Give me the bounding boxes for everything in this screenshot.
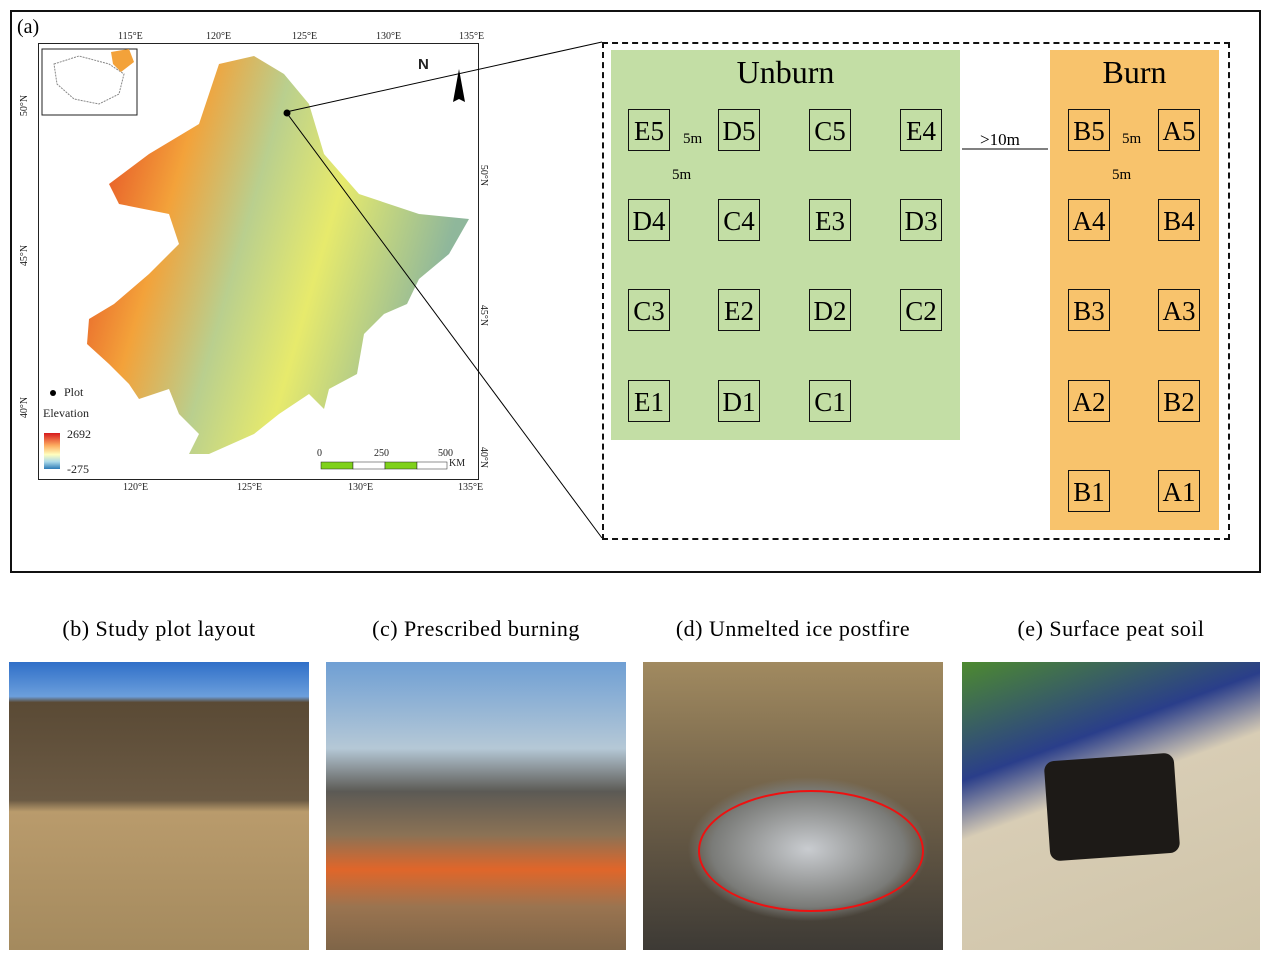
tick: 135°E xyxy=(459,31,485,42)
elevation-colorbar xyxy=(44,433,60,469)
tick: 120°E xyxy=(123,482,149,493)
photo-unmelted-ice xyxy=(643,662,943,950)
spacing-label: 5m xyxy=(672,167,692,183)
plot-cell: E3 xyxy=(809,199,851,241)
plot-cell: C2 xyxy=(900,289,942,331)
plot-cell: D4 xyxy=(628,199,670,241)
photo-peat-soil xyxy=(962,662,1260,950)
photo-study-plot xyxy=(9,662,309,950)
figure-frame xyxy=(10,10,1261,573)
north-label: N xyxy=(418,56,429,73)
spacing-label: 5m xyxy=(1122,131,1142,147)
legend-plot: Plot xyxy=(64,385,84,399)
plot-cell: E5 xyxy=(628,109,670,151)
scale-unit: KM xyxy=(449,458,466,469)
north-arrow-icon xyxy=(453,69,465,102)
panel-label: (a) xyxy=(17,16,40,38)
caption-b: (b) Study plot layout xyxy=(62,616,256,641)
tick: 115°E xyxy=(118,31,143,42)
inset-china-map xyxy=(41,48,138,116)
plot-cell: D3 xyxy=(900,199,942,241)
plot-cell: E2 xyxy=(718,289,760,331)
northeast-china-region xyxy=(87,56,469,454)
burn-title: Burn xyxy=(1102,54,1167,90)
tick: 125°E xyxy=(237,482,263,493)
unburn-area: Unburn E5 D5 C5 E4 D4 C4 E3 D3 C3 E2 D2 C2 E1 D1 C1 xyxy=(611,50,960,440)
ice-highlight-ellipse xyxy=(698,790,924,912)
tick: 135°E xyxy=(458,482,484,493)
plot-cell: A2 xyxy=(1068,380,1110,422)
elevation-map: N Plot Elevation 2692 -275 0 250 500 KM xyxy=(38,43,479,480)
plot-cell: B1 xyxy=(1068,470,1110,512)
photo-prescribed-burning xyxy=(326,662,626,950)
plot-cell: A3 xyxy=(1158,289,1200,331)
tick: 120°E xyxy=(206,31,232,42)
plot-cell: D5 xyxy=(718,109,760,151)
caption-e: (e) Surface peat soil xyxy=(1017,616,1205,641)
plot-cell: C5 xyxy=(809,109,851,151)
plot-cell: B5 xyxy=(1068,109,1110,151)
plot-cell: E1 xyxy=(628,380,670,422)
legend-elevation: Elevation xyxy=(43,406,89,420)
burn-area: Burn B5 A5 A4 B4 B3 A3 A2 B2 B1 A1 xyxy=(1050,50,1219,530)
plot-cell: A4 xyxy=(1068,199,1110,241)
plot-cell: B3 xyxy=(1068,289,1110,331)
plot-cell: B4 xyxy=(1158,199,1200,241)
unburn-title: Unburn xyxy=(736,54,835,90)
plot-cell: D1 xyxy=(718,380,760,422)
plot-layout-box xyxy=(602,42,1230,540)
spacing-label: 5m xyxy=(683,131,703,147)
gap-label: >10m xyxy=(980,130,1020,149)
peat-soil-block xyxy=(1043,752,1181,862)
legend-max: 2692 xyxy=(67,427,91,441)
caption-d: (d) Unmelted ice postfire xyxy=(675,616,911,641)
plot-cell: A5 xyxy=(1158,109,1200,151)
scale-label: 500 xyxy=(438,448,453,459)
caption-c: (c) Prescribed burning xyxy=(372,616,580,641)
tick: 125°E xyxy=(292,31,318,42)
legend-min: -275 xyxy=(67,462,89,476)
tick: 130°E xyxy=(348,482,374,493)
tick: 130°E xyxy=(376,31,402,42)
map-shape xyxy=(41,48,469,470)
scale-label: 250 xyxy=(374,448,389,459)
plot-cell: C1 xyxy=(809,380,851,422)
plot-cell: C4 xyxy=(718,199,760,241)
scale-label: 0 xyxy=(317,448,322,459)
plot-cell: C3 xyxy=(628,289,670,331)
plot-cell: B2 xyxy=(1158,380,1200,422)
plot-cell: D2 xyxy=(809,289,851,331)
spacing-label: 5m xyxy=(1112,167,1132,183)
plot-cell: A1 xyxy=(1158,470,1200,512)
plot-cell: E4 xyxy=(900,109,942,151)
